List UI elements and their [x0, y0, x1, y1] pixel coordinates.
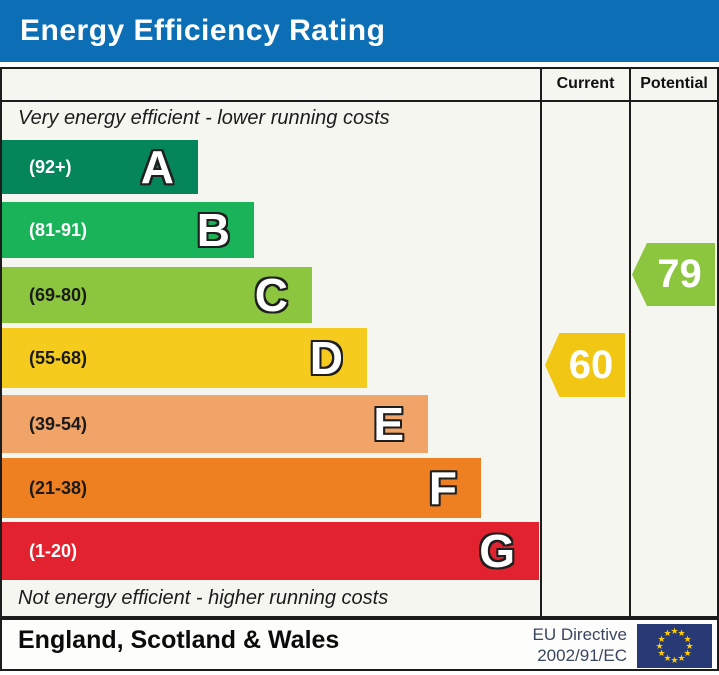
band-f: (21-38) F [2, 458, 481, 518]
band-g-range: (1-20) [29, 540, 78, 561]
eu-star-icon: ★ [670, 655, 679, 665]
page-title: Energy Efficiency Rating [20, 14, 386, 47]
band-e-range: (39-54) [29, 413, 88, 434]
eu-directive-label: EU Directive 2002/91/EC [480, 624, 627, 666]
band-a-range: (92+) [29, 156, 72, 177]
potential-rating-indicator: 79 [632, 243, 715, 306]
band-a: (92+) A [2, 140, 198, 194]
eu-star-icon: ★ [685, 641, 694, 651]
band-b-letter: B [196, 204, 230, 256]
potential-rating-value: 79 [657, 252, 702, 296]
eu-flag-icon: ★ ★ ★ ★ ★ ★ ★ ★ ★ ★ ★ ★ [637, 624, 712, 668]
eu-directive-line1: EU Directive [532, 625, 627, 644]
eu-star-icon: ★ [657, 648, 666, 658]
band-e: (39-54) E [2, 395, 428, 453]
band-g-letter: G [479, 525, 515, 577]
bottom-note: Not energy efficient - higher running co… [18, 587, 389, 609]
band-e-letter: E [373, 398, 404, 450]
eu-star-icon: ★ [677, 653, 686, 663]
current-rating-indicator: 60 [545, 333, 625, 397]
region-label: England, Scotland & Wales [18, 626, 340, 654]
title-bar: Energy Efficiency Rating [0, 0, 719, 62]
eu-star-icon: ★ [670, 626, 679, 636]
band-c-letter: C [254, 269, 288, 321]
band-d-letter: D [309, 332, 343, 384]
eu-directive-line2: 2002/91/EC [537, 646, 627, 665]
current-rating-value: 60 [568, 342, 614, 387]
column-header-current: Current [556, 74, 615, 92]
band-b: (81-91) B [2, 202, 254, 258]
band-c: (69-80) C [2, 267, 312, 323]
top-note: Very energy efficient - lower running co… [18, 107, 390, 129]
eu-star-icon: ★ [655, 641, 664, 651]
eu-star-icon: ★ [663, 628, 672, 638]
eu-star-icon: ★ [683, 648, 692, 658]
band-g: (1-20) G [2, 522, 539, 580]
band-c-range: (69-80) [29, 284, 88, 305]
column-divider-potential [629, 67, 631, 618]
eu-star-icon: ★ [677, 628, 686, 638]
band-d: (55-68) D [2, 328, 367, 388]
band-f-range: (21-38) [29, 477, 88, 498]
column-header-potential: Potential [640, 74, 708, 92]
band-f-letter: F [428, 462, 457, 514]
eu-star-icon: ★ [663, 653, 672, 663]
eu-star-icon: ★ [683, 634, 692, 644]
footer-bar [0, 618, 719, 671]
eu-star-icon: ★ [657, 634, 666, 644]
header-divider [0, 100, 719, 102]
band-d-range: (55-68) [29, 347, 88, 368]
column-divider-current [540, 67, 542, 618]
band-a-letter: A [140, 141, 174, 193]
band-b-range: (81-91) [29, 219, 88, 240]
